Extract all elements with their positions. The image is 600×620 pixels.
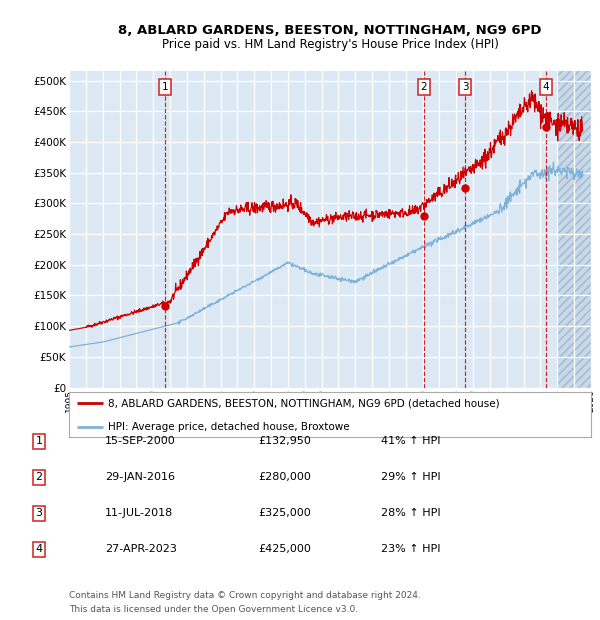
Text: 2: 2 [35, 472, 43, 482]
Text: Contains HM Land Registry data © Crown copyright and database right 2024.: Contains HM Land Registry data © Crown c… [69, 591, 421, 600]
Text: £325,000: £325,000 [258, 508, 311, 518]
Text: 3: 3 [35, 508, 43, 518]
Text: 2: 2 [421, 82, 427, 92]
Text: 1: 1 [162, 82, 169, 92]
Text: 29% ↑ HPI: 29% ↑ HPI [381, 472, 440, 482]
Text: £280,000: £280,000 [258, 472, 311, 482]
Text: 4: 4 [35, 544, 43, 554]
Bar [557, 71, 591, 388]
Text: 28% ↑ HPI: 28% ↑ HPI [381, 508, 440, 518]
Text: 4: 4 [542, 82, 549, 92]
Text: £425,000: £425,000 [258, 544, 311, 554]
Text: 41% ↑ HPI: 41% ↑ HPI [381, 436, 440, 446]
Text: Price paid vs. HM Land Registry's House Price Index (HPI): Price paid vs. HM Land Registry's House … [161, 38, 499, 51]
Text: 8, ABLARD GARDENS, BEESTON, NOTTINGHAM, NG9 6PD: 8, ABLARD GARDENS, BEESTON, NOTTINGHAM, … [118, 24, 542, 37]
Text: HPI: Average price, detached house, Broxtowe: HPI: Average price, detached house, Brox… [108, 422, 350, 432]
Text: 27-APR-2023: 27-APR-2023 [105, 544, 177, 554]
Text: 8, ABLARD GARDENS, BEESTON, NOTTINGHAM, NG9 6PD (detached house): 8, ABLARD GARDENS, BEESTON, NOTTINGHAM, … [108, 398, 500, 408]
Text: 3: 3 [462, 82, 469, 92]
Text: 15-SEP-2000: 15-SEP-2000 [105, 436, 176, 446]
Text: This data is licensed under the Open Government Licence v3.0.: This data is licensed under the Open Gov… [69, 604, 358, 614]
Text: 23% ↑ HPI: 23% ↑ HPI [381, 544, 440, 554]
Text: 11-JUL-2018: 11-JUL-2018 [105, 508, 173, 518]
Text: 1: 1 [35, 436, 43, 446]
Text: £132,950: £132,950 [258, 436, 311, 446]
Bar [557, 71, 591, 388]
Text: 29-JAN-2016: 29-JAN-2016 [105, 472, 175, 482]
